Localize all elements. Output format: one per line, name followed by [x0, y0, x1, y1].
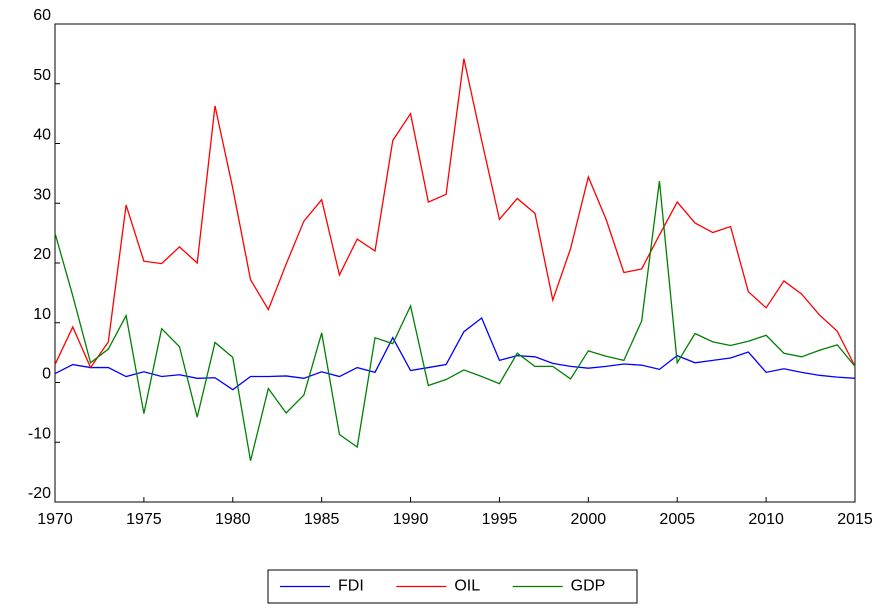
- data-line: [54, 58, 856, 369]
- data-line: [54, 181, 856, 461]
- y-tick-label: 0: [42, 366, 51, 383]
- x-tick-label: 1980: [215, 511, 251, 528]
- x-tick-label: 1995: [482, 511, 518, 528]
- y-tick-label: 30: [33, 186, 51, 203]
- legend-label: FDI: [338, 578, 364, 595]
- y-tick-label: -20: [28, 485, 51, 502]
- x-tick-label: 2000: [571, 511, 607, 528]
- y-tick-label: 50: [33, 67, 51, 84]
- legend-label: GDP: [571, 578, 606, 595]
- x-tick-label: 1975: [126, 511, 162, 528]
- x-tick-label: 1970: [37, 511, 73, 528]
- y-tick-label: 40: [33, 127, 51, 144]
- plot-frame: [54, 23, 856, 503]
- x-tick-label: 1985: [304, 511, 340, 528]
- y-tick-label: 60: [33, 7, 51, 24]
- y-tick-label: 10: [33, 306, 51, 323]
- data-line: [54, 316, 856, 391]
- x-tick-label: 2005: [659, 511, 695, 528]
- x-tick-label: 1990: [393, 511, 429, 528]
- x-tick-label: 2015: [837, 511, 873, 528]
- legend-label: OIL: [454, 578, 480, 595]
- y-tick-label: 20: [33, 246, 51, 263]
- x-tick-label: 2010: [748, 511, 784, 528]
- y-tick-label: -10: [28, 425, 51, 442]
